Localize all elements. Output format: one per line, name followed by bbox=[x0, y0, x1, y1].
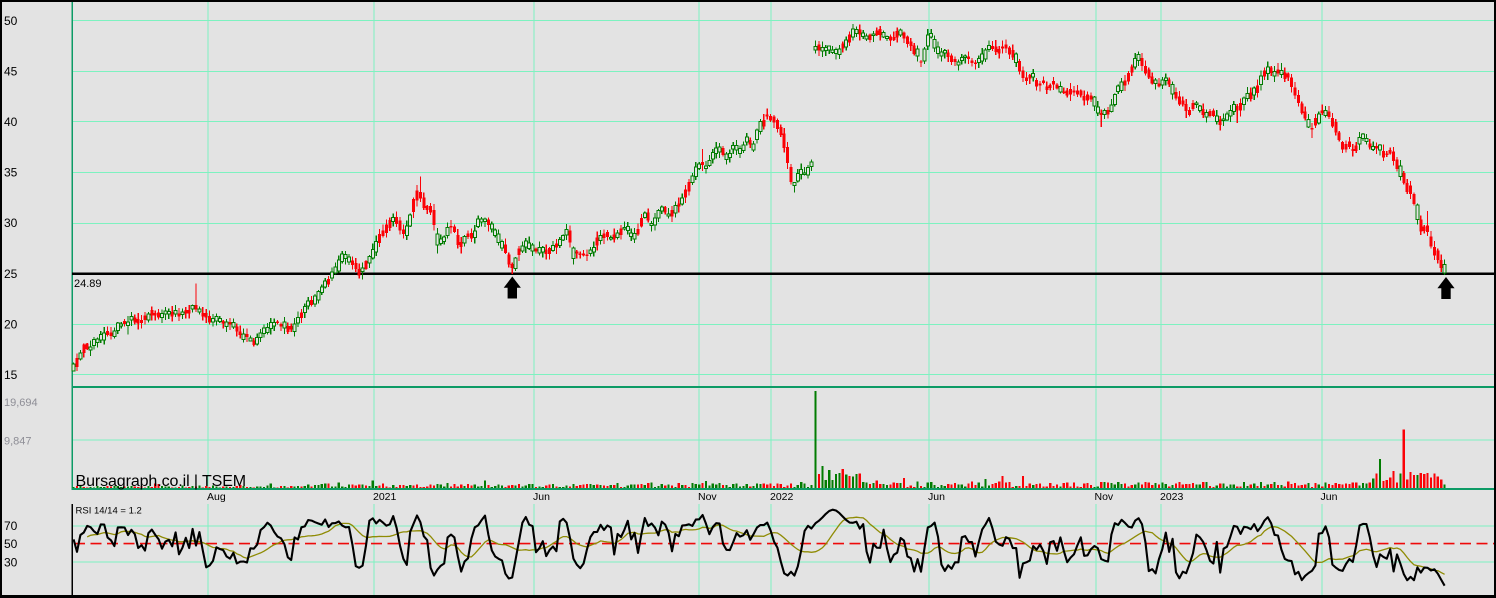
svg-text:RSI 14/14 = 1.2: RSI 14/14 = 1.2 bbox=[76, 506, 142, 517]
svg-text:50: 50 bbox=[4, 537, 18, 551]
svg-text:9,847: 9,847 bbox=[4, 436, 32, 448]
svg-text:24.89: 24.89 bbox=[74, 278, 102, 290]
svg-text:19,694: 19,694 bbox=[4, 397, 38, 409]
svg-text:35: 35 bbox=[4, 166, 18, 180]
svg-text:70: 70 bbox=[4, 519, 18, 533]
svg-text:20: 20 bbox=[4, 317, 18, 331]
svg-text:15: 15 bbox=[4, 368, 18, 382]
svg-text:Aug: Aug bbox=[207, 491, 226, 503]
svg-text:25: 25 bbox=[4, 267, 18, 281]
svg-text:30: 30 bbox=[4, 216, 18, 230]
svg-text:Jun: Jun bbox=[1321, 491, 1338, 503]
svg-text:2023: 2023 bbox=[1160, 491, 1184, 503]
svg-text:Jun: Jun bbox=[533, 491, 550, 503]
svg-text:Bursagraph.co.il | TSEM: Bursagraph.co.il | TSEM bbox=[76, 473, 247, 490]
svg-text:50: 50 bbox=[4, 14, 18, 28]
svg-text:30: 30 bbox=[4, 556, 18, 570]
svg-text:Jun: Jun bbox=[928, 491, 945, 503]
svg-text:Nov: Nov bbox=[1095, 491, 1114, 503]
svg-text:45: 45 bbox=[4, 64, 18, 78]
svg-text:Nov: Nov bbox=[698, 491, 717, 503]
svg-text:40: 40 bbox=[4, 115, 18, 129]
svg-text:2021: 2021 bbox=[373, 491, 397, 503]
svg-text:2022: 2022 bbox=[770, 491, 794, 503]
